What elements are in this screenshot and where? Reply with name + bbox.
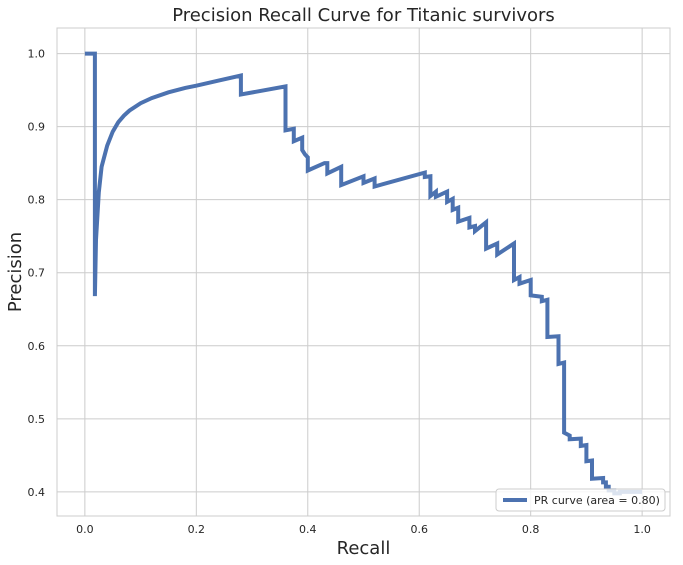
series-layer bbox=[84, 51, 643, 496]
y-tick-label: 0.7 bbox=[28, 267, 46, 280]
y-axis-label: Precision bbox=[5, 232, 26, 312]
legend: PR curve (area = 0.80) bbox=[495, 488, 666, 512]
y-tick-label: 0.6 bbox=[28, 340, 46, 353]
plot-frame bbox=[56, 27, 671, 517]
y-tick-label: 0.8 bbox=[28, 194, 46, 207]
grid bbox=[57, 28, 670, 516]
tick-labels: 0.0 0.2 0.4 0.6 0.8 1.0 0.4 0.5 0.6 0.7 0.8 0.9 1.0 bbox=[28, 48, 651, 536]
x-tick-label: 0.8 bbox=[522, 523, 540, 536]
y-tick-label: 0.4 bbox=[28, 486, 46, 499]
legend-box bbox=[495, 488, 666, 512]
x-tick-label: 0.4 bbox=[299, 523, 317, 536]
x-tick-label: 0.2 bbox=[188, 523, 206, 536]
x-tick-label: 0.6 bbox=[410, 523, 428, 536]
x-axis-label: Recall bbox=[337, 538, 391, 559]
y-tick-label: 0.9 bbox=[28, 121, 46, 134]
x-tick-label: 0.0 bbox=[76, 523, 94, 536]
chart-title: Precision Recall Curve for Titanic survi… bbox=[172, 5, 555, 26]
y-tick-label: 1.0 bbox=[28, 48, 46, 61]
x-tick-label: 1.0 bbox=[633, 523, 651, 536]
y-tick-label: 0.5 bbox=[28, 413, 46, 426]
legend-label: PR curve (area = 0.80) bbox=[534, 494, 660, 507]
series-line-0 bbox=[84, 51, 643, 496]
